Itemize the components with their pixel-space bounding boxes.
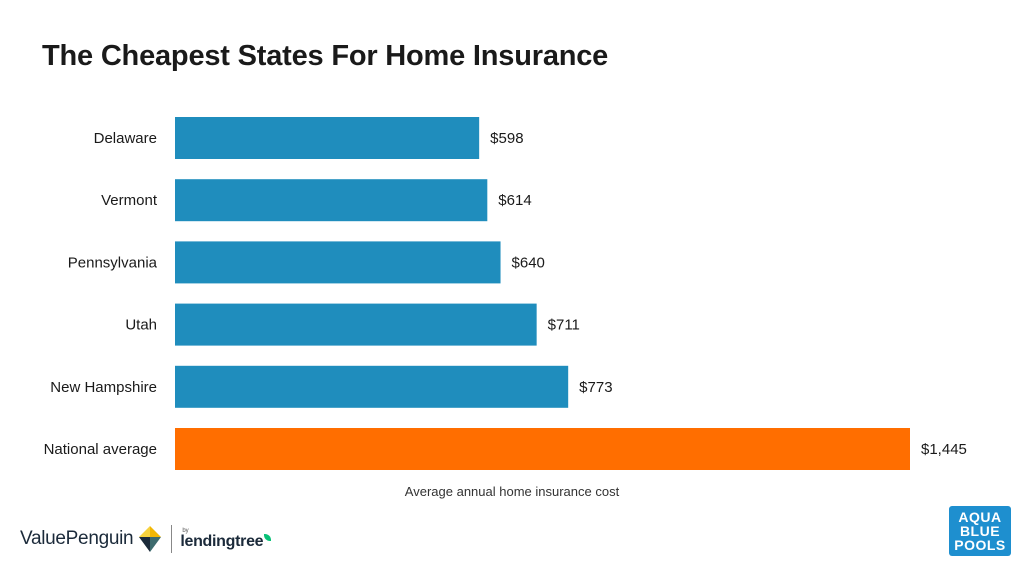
category-label: Vermont	[101, 192, 158, 209]
value-label: $1,445	[921, 441, 967, 458]
lendingtree-logo: by lendingtree	[180, 528, 272, 550]
bar-delaware	[175, 117, 480, 159]
category-label: National average	[44, 441, 157, 458]
category-label: Delaware	[94, 130, 157, 147]
value-label: $614	[498, 192, 531, 209]
bar-national-average	[175, 428, 910, 470]
value-label: $640	[512, 254, 545, 271]
logo-line-aqua: AQUA	[958, 509, 1002, 525]
category-label: Pennsylvania	[68, 254, 158, 271]
penguin-mark-icon	[139, 526, 162, 552]
category-label: New Hampshire	[50, 379, 157, 396]
logo-line-pools: POOLS	[954, 537, 1006, 553]
chart-title: The Cheapest States For Home Insurance	[42, 40, 609, 72]
bar-new-hampshire	[175, 365, 569, 408]
bar-vermont	[175, 179, 488, 222]
logo-divider	[171, 525, 173, 553]
lendingtree-wordmark: lendingtree	[180, 533, 264, 550]
x-axis-label: Average annual home insurance cost	[404, 484, 620, 499]
by-text: by	[182, 528, 189, 534]
aqua-blue-pools-logo: AQUA BLUE POOLS	[949, 506, 1011, 556]
bar-pennsylvania	[175, 241, 501, 284]
value-label: $773	[579, 379, 612, 396]
logo-line-blue: BLUE	[959, 523, 1001, 539]
value-label: $598	[490, 130, 523, 147]
leaf-icon	[264, 534, 272, 541]
bar-utah	[175, 303, 537, 346]
valuepenguin-logo: ValuePenguin by lendingtree	[20, 524, 272, 554]
valuepenguin-wordmark: ValuePenguin	[20, 528, 134, 549]
category-label: Utah	[125, 317, 157, 334]
value-label: $711	[548, 317, 580, 334]
